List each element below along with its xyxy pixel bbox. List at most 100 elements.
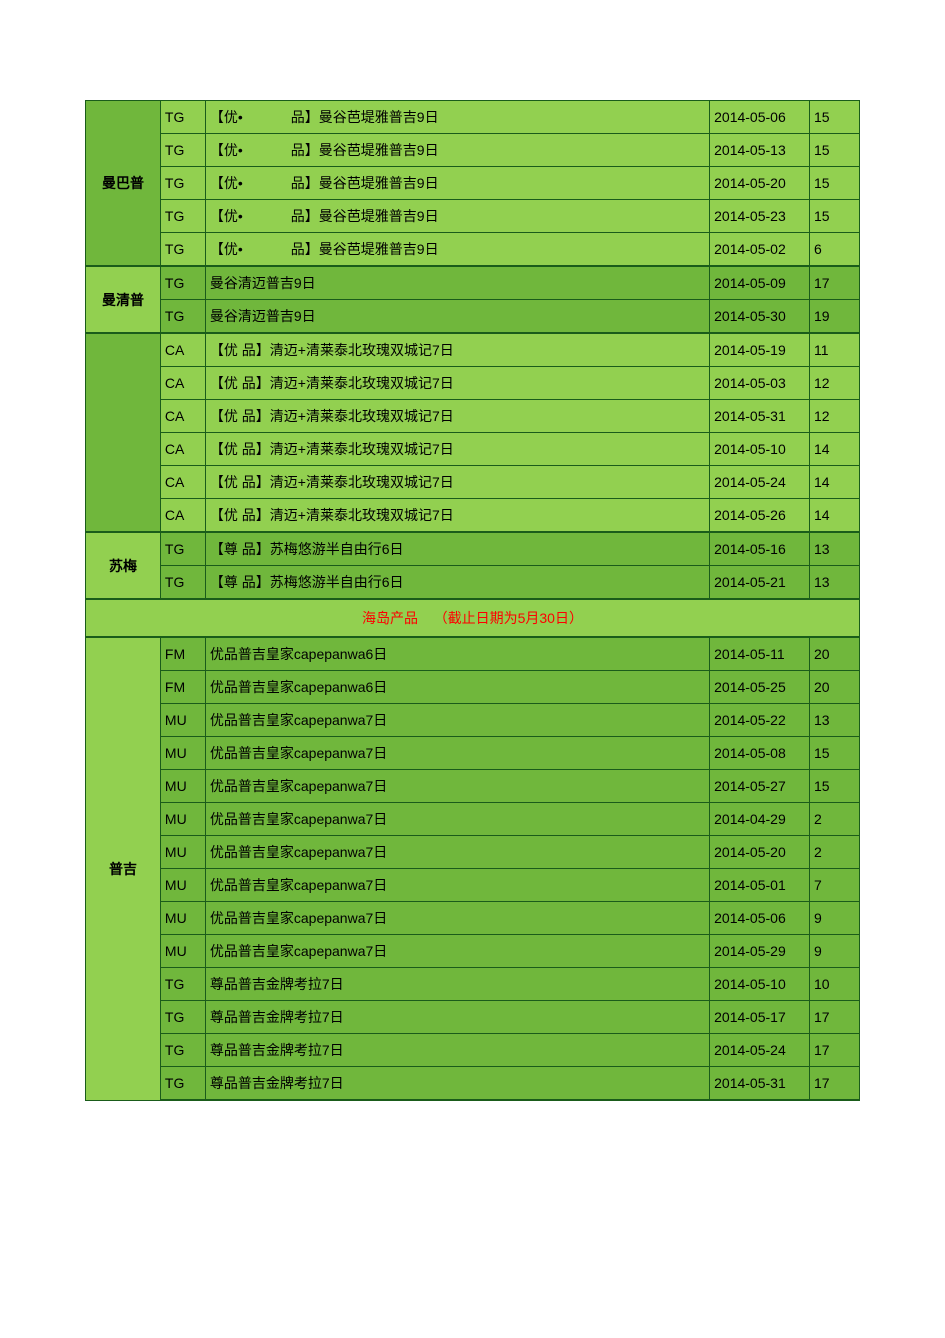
category-cell: 曼清普 — [86, 266, 161, 333]
product-name: 尊品普吉金牌考拉7日 — [205, 1067, 709, 1101]
seats-num: 7 — [810, 869, 860, 902]
product-name: 优品普吉皇家capepanwa7日 — [205, 803, 709, 836]
tour-schedule-table: 曼巴普TG【优•品】曼谷芭堤雅普吉9日2014-05-0615TG【优•品】曼谷… — [85, 100, 860, 1101]
airline-code: MU — [160, 902, 205, 935]
departure-date: 2014-05-08 — [710, 737, 810, 770]
table-row: MU优品普吉皇家capepanwa7日2014-05-299 — [86, 935, 860, 968]
departure-date: 2014-05-27 — [710, 770, 810, 803]
departure-date: 2014-05-21 — [710, 566, 810, 600]
table-row: 曼清普TG曼谷清迈普吉9日2014-05-0917 — [86, 266, 860, 300]
departure-date: 2014-05-29 — [710, 935, 810, 968]
product-name: 【优•品】曼谷芭堤雅普吉9日 — [205, 167, 709, 200]
seats-num: 17 — [810, 1034, 860, 1067]
product-name: 【优•品】曼谷芭堤雅普吉9日 — [205, 101, 709, 134]
table-row: MU优品普吉皇家capepanwa7日2014-05-2715 — [86, 770, 860, 803]
airline-code: CA — [160, 433, 205, 466]
product-name: 优品普吉皇家capepanwa7日 — [205, 935, 709, 968]
departure-date: 2014-05-24 — [710, 466, 810, 499]
product-name: 【优•品】曼谷芭堤雅普吉9日 — [205, 134, 709, 167]
category-cell: 苏梅 — [86, 532, 161, 599]
departure-date: 2014-05-03 — [710, 367, 810, 400]
seats-num: 15 — [810, 167, 860, 200]
seats-num: 14 — [810, 433, 860, 466]
seats-num: 14 — [810, 499, 860, 533]
departure-date: 2014-05-20 — [710, 836, 810, 869]
departure-date: 2014-05-13 — [710, 134, 810, 167]
airline-code: TG — [160, 1001, 205, 1034]
product-name: 【优 品】清迈+清莱泰北玫瑰双城记7日 — [205, 499, 709, 533]
departure-date: 2014-05-26 — [710, 499, 810, 533]
table-row: CA【优 品】清迈+清莱泰北玫瑰双城记7日2014-05-0312 — [86, 367, 860, 400]
table-row: TG尊品普吉金牌考拉7日2014-05-3117 — [86, 1067, 860, 1101]
seats-num: 17 — [810, 266, 860, 300]
product-name: 【优 品】清迈+清莱泰北玫瑰双城记7日 — [205, 400, 709, 433]
airline-code: TG — [160, 532, 205, 566]
departure-date: 2014-05-24 — [710, 1034, 810, 1067]
departure-date: 2014-05-01 — [710, 869, 810, 902]
product-name: 优品普吉皇家capepanwa7日 — [205, 704, 709, 737]
table-row: TG【优•品】曼谷芭堤雅普吉9日2014-05-026 — [86, 233, 860, 267]
table-row: 苏梅TG【尊 品】苏梅悠游半自由行6日2014-05-1613 — [86, 532, 860, 566]
departure-date: 2014-05-10 — [710, 968, 810, 1001]
table-row: 曼巴普TG【优•品】曼谷芭堤雅普吉9日2014-05-0615 — [86, 101, 860, 134]
airline-code: MU — [160, 836, 205, 869]
departure-date: 2014-05-31 — [710, 1067, 810, 1101]
seats-num: 12 — [810, 400, 860, 433]
table-row: TG曼谷清迈普吉9日2014-05-3019 — [86, 300, 860, 334]
seats-num: 6 — [810, 233, 860, 267]
seats-num: 11 — [810, 333, 860, 367]
product-name: 曼谷清迈普吉9日 — [205, 300, 709, 334]
airline-code: TG — [160, 1067, 205, 1101]
product-name: 尊品普吉金牌考拉7日 — [205, 1001, 709, 1034]
seats-num: 19 — [810, 300, 860, 334]
airline-code: TG — [160, 134, 205, 167]
product-name: 优品普吉皇家capepanwa7日 — [205, 869, 709, 902]
category-cell: 普吉 — [86, 637, 161, 1100]
product-name: 【尊 品】苏梅悠游半自由行6日 — [205, 532, 709, 566]
seats-num: 15 — [810, 737, 860, 770]
product-name: 优品普吉皇家capepanwa6日 — [205, 671, 709, 704]
table-row: TG尊品普吉金牌考拉7日2014-05-1010 — [86, 968, 860, 1001]
departure-date: 2014-05-02 — [710, 233, 810, 267]
seats-num: 9 — [810, 902, 860, 935]
table-row: FM优品普吉皇家capepanwa6日2014-05-2520 — [86, 671, 860, 704]
table-row: TG尊品普吉金牌考拉7日2014-05-2417 — [86, 1034, 860, 1067]
departure-date: 2014-05-11 — [710, 637, 810, 671]
seats-num: 2 — [810, 803, 860, 836]
table-row: 普吉FM优品普吉皇家capepanwa6日2014-05-1120 — [86, 637, 860, 671]
departure-date: 2014-05-06 — [710, 101, 810, 134]
airline-code: CA — [160, 466, 205, 499]
table-row: CA【优 品】清迈+清莱泰北玫瑰双城记7日2014-05-1911 — [86, 333, 860, 367]
airline-code: FM — [160, 637, 205, 671]
seats-num: 15 — [810, 770, 860, 803]
product-name: 优品普吉皇家capepanwa7日 — [205, 770, 709, 803]
airline-code: CA — [160, 499, 205, 533]
product-name: 【优•品】曼谷芭堤雅普吉9日 — [205, 233, 709, 267]
seats-num: 2 — [810, 836, 860, 869]
departure-date: 2014-05-10 — [710, 433, 810, 466]
table-row: MU优品普吉皇家capepanwa7日2014-05-0815 — [86, 737, 860, 770]
category-cell — [86, 333, 161, 532]
airline-code: CA — [160, 400, 205, 433]
departure-date: 2014-05-17 — [710, 1001, 810, 1034]
section-header-row: 海岛产品 （截止日期为5月30日） — [86, 599, 860, 637]
airline-code: TG — [160, 101, 205, 134]
table-row: MU优品普吉皇家capepanwa7日2014-05-2213 — [86, 704, 860, 737]
product-name: 优品普吉皇家capepanwa6日 — [205, 637, 709, 671]
departure-date: 2014-05-30 — [710, 300, 810, 334]
airline-code: TG — [160, 300, 205, 334]
departure-date: 2014-05-06 — [710, 902, 810, 935]
airline-code: MU — [160, 704, 205, 737]
table-row: TG【优•品】曼谷芭堤雅普吉9日2014-05-2015 — [86, 167, 860, 200]
airline-code: TG — [160, 1034, 205, 1067]
product-name: 优品普吉皇家capepanwa7日 — [205, 902, 709, 935]
airline-code: CA — [160, 333, 205, 367]
table-row: CA【优 品】清迈+清莱泰北玫瑰双城记7日2014-05-2414 — [86, 466, 860, 499]
departure-date: 2014-05-20 — [710, 167, 810, 200]
seats-num: 15 — [810, 101, 860, 134]
airline-code: TG — [160, 167, 205, 200]
airline-code: MU — [160, 803, 205, 836]
airline-code: MU — [160, 737, 205, 770]
table-row: MU优品普吉皇家capepanwa7日2014-05-069 — [86, 902, 860, 935]
seats-num: 13 — [810, 566, 860, 600]
